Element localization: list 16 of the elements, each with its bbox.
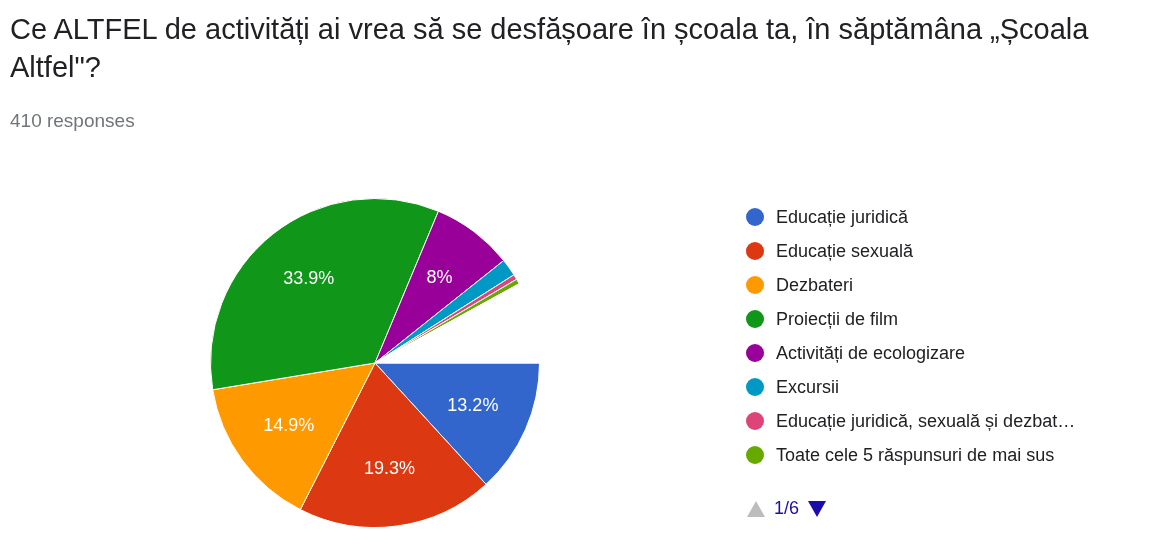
legend-label: Educație juridică, sexuală și dezbat…	[776, 410, 1076, 432]
chart-subtitle: 410 responses	[10, 110, 135, 132]
data-label: 19.3%	[363, 457, 415, 478]
legend-label: Dezbateri	[776, 274, 854, 296]
legend-label: Proiecții de film	[776, 308, 899, 330]
text: 1/6	[774, 498, 800, 519]
legend-label: Excursii	[776, 376, 840, 398]
data-label: 13.2%	[447, 395, 499, 416]
chart-title: Ce ALTFEL de activități ai vrea să se desfășoare în școala ta, în săptămâna „Școala Altfel"?	[10, 12, 1090, 85]
legend-label: Educație juridică	[776, 206, 909, 228]
legend-label: Educație sexuală	[776, 240, 914, 262]
legend-label: Activități de ecologizare	[776, 342, 966, 364]
legend-label: Toate cele 5 răspunsuri de mai sus	[776, 444, 1055, 466]
data-label: 8%	[426, 266, 453, 287]
data-label: 14.9%	[263, 415, 315, 436]
data-label: 33.9%	[283, 268, 335, 289]
